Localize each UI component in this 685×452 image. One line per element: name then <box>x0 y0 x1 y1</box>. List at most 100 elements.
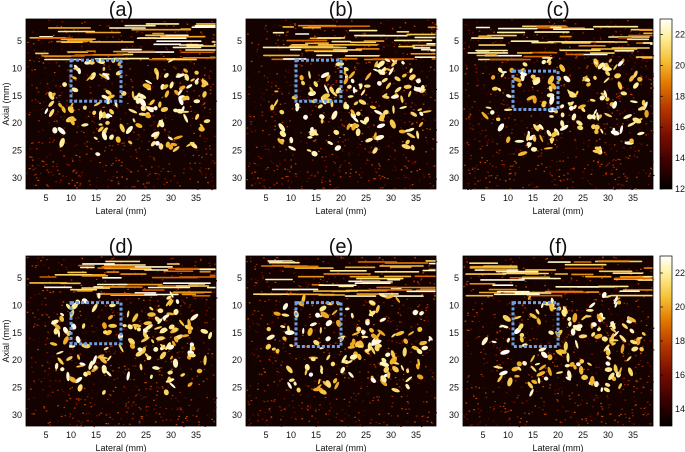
speckle <box>290 167 292 169</box>
layer-streak <box>355 44 378 46</box>
speckle <box>94 259 97 261</box>
speckle <box>86 75 88 77</box>
x-tick-label: 25 <box>578 193 588 203</box>
speckle <box>168 350 170 352</box>
layer-streak <box>595 41 628 43</box>
speckle <box>553 184 556 186</box>
bright-blob <box>303 114 308 120</box>
speckle <box>192 376 195 378</box>
speckle <box>50 41 53 43</box>
speckle <box>428 266 430 268</box>
speckle <box>134 359 137 361</box>
layer-streak <box>534 31 570 33</box>
speckle <box>183 75 185 77</box>
speckle <box>112 162 114 165</box>
speckle <box>204 140 206 143</box>
speckle <box>123 386 125 388</box>
speckle <box>492 155 494 157</box>
speckle <box>91 116 94 118</box>
speckle <box>148 182 150 184</box>
bright-blob <box>390 94 400 99</box>
y-axis-label: Axial (mm) <box>1 83 11 126</box>
speckle <box>157 166 160 168</box>
speckle <box>60 415 63 417</box>
speckle <box>384 184 386 186</box>
speckle <box>68 35 71 37</box>
speckle <box>624 175 627 177</box>
speckle <box>424 312 426 314</box>
speckle <box>250 123 252 125</box>
speckle <box>165 320 168 322</box>
speckle <box>252 162 255 164</box>
speckle <box>127 322 130 324</box>
bright-blob <box>320 72 330 79</box>
speckle <box>294 173 297 175</box>
layer-streak <box>76 290 93 292</box>
speckle <box>129 68 131 70</box>
speckle <box>469 113 472 115</box>
speckle <box>81 121 83 123</box>
speckle <box>153 121 156 123</box>
speckle <box>247 99 249 101</box>
bright-blob <box>365 137 373 143</box>
speckle <box>307 362 310 364</box>
speckle <box>149 171 151 173</box>
speckle <box>250 107 253 109</box>
speckle <box>414 161 417 163</box>
speckle <box>463 143 465 145</box>
speckle <box>145 170 148 172</box>
speckle <box>648 101 650 103</box>
bright-blob <box>348 71 356 79</box>
speckle <box>544 47 547 49</box>
speckle <box>120 418 122 420</box>
speckle <box>75 99 78 101</box>
speckle <box>184 397 187 399</box>
speckle <box>411 101 414 103</box>
speckle <box>502 32 505 34</box>
speckle <box>297 89 299 91</box>
speckle <box>490 122 493 124</box>
speckle <box>328 314 331 316</box>
speckle <box>385 72 388 75</box>
speckle <box>136 157 138 159</box>
speckle <box>178 52 181 54</box>
speckle <box>35 177 38 179</box>
speckle <box>385 38 387 40</box>
speckle <box>645 172 647 174</box>
speckle <box>47 80 49 82</box>
speckle <box>203 102 206 104</box>
speckle <box>579 133 581 135</box>
speckle <box>618 39 621 41</box>
speckle <box>212 160 214 162</box>
speckle <box>254 296 257 298</box>
speckle <box>364 32 367 34</box>
speckle <box>374 141 376 143</box>
speckle <box>559 48 561 50</box>
y-tick-label: 10 <box>449 63 459 73</box>
speckle <box>528 184 530 186</box>
speckle <box>265 89 268 91</box>
speckle <box>138 421 141 423</box>
bright-blob <box>576 120 583 126</box>
speckle <box>495 166 497 168</box>
speckle <box>317 81 319 83</box>
speckle <box>182 369 184 372</box>
speckle <box>342 66 344 68</box>
speckle <box>355 36 358 39</box>
bright-blob <box>270 104 275 111</box>
bright-blob <box>604 112 613 118</box>
y-tick-label: 5 <box>454 36 459 46</box>
speckle <box>345 86 348 88</box>
speckle <box>271 366 274 368</box>
speckle <box>44 343 47 345</box>
layer-streak <box>44 286 72 289</box>
speckle <box>296 259 299 261</box>
speckle <box>562 151 565 153</box>
x-tick-label: 20 <box>116 193 126 203</box>
speckle <box>610 169 613 172</box>
speckle <box>72 348 74 350</box>
speckle <box>298 349 301 351</box>
speckle <box>186 314 188 316</box>
speckle <box>41 314 44 316</box>
speckle <box>248 49 251 51</box>
